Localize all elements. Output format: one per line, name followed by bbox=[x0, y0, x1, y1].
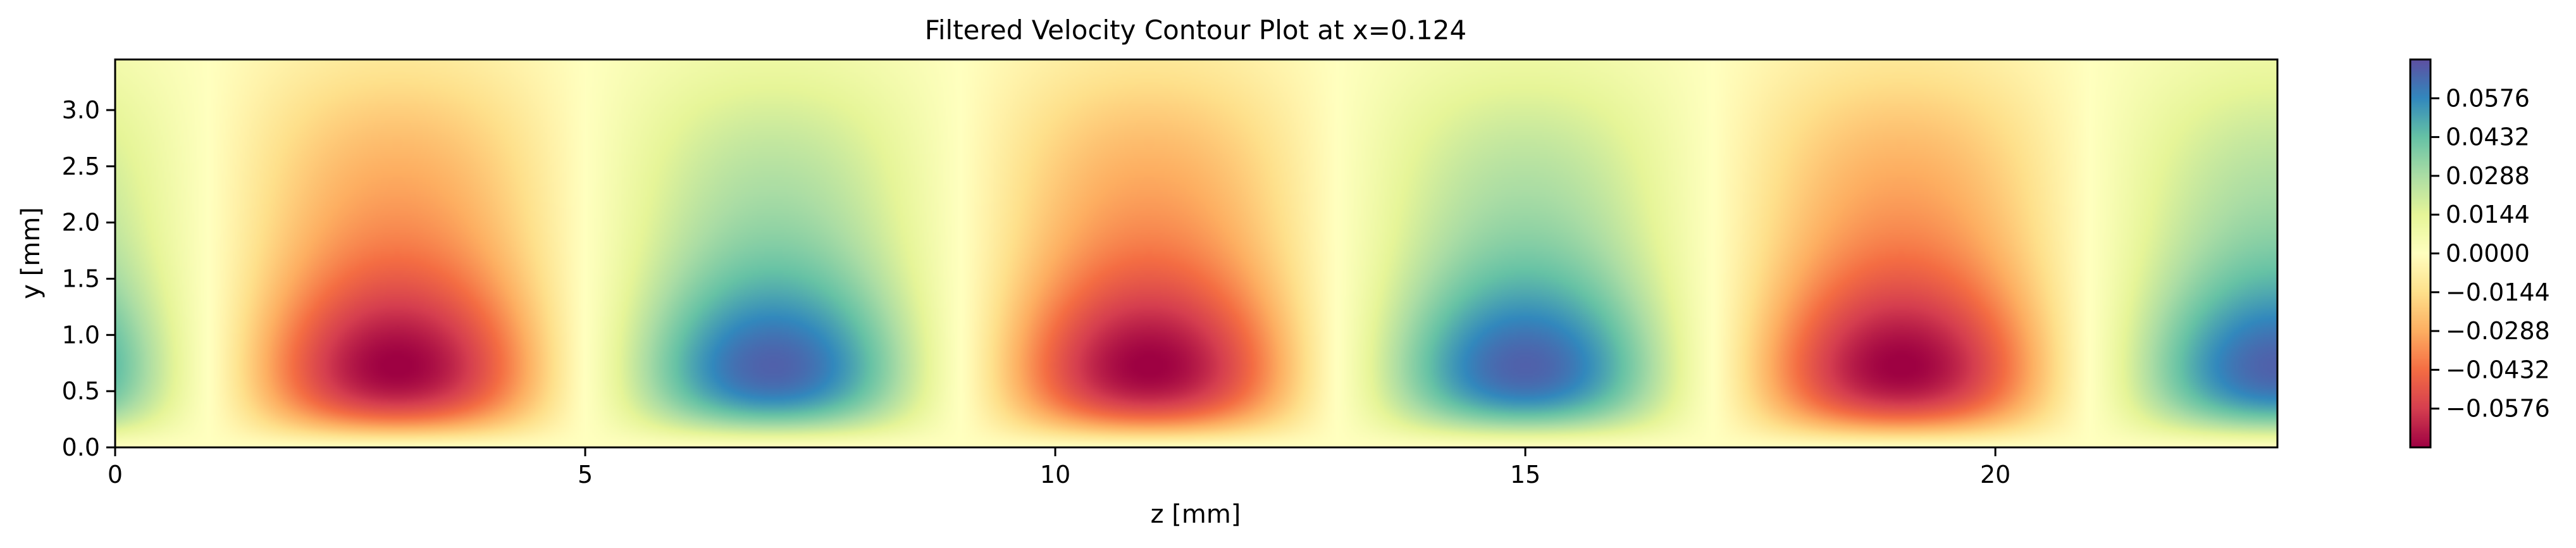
y-tick-label: 2.5 bbox=[62, 153, 100, 180]
plot-frame bbox=[114, 58, 2279, 449]
x-tick-label: 10 bbox=[1040, 461, 1070, 489]
colorbar-tick-label: 0.0144 bbox=[2446, 201, 2530, 228]
colorbar-tick-label: 0.0288 bbox=[2446, 162, 2530, 190]
x-tick-label: 5 bbox=[578, 461, 593, 489]
chart-title: Filtered Velocity Contour Plot at x=0.12… bbox=[925, 15, 1466, 46]
colorbar-tick-label: 0.0000 bbox=[2446, 240, 2530, 268]
y-axis-ticks: 0.0 0.5 1.0 1.5 2.0 2.5 3.0 bbox=[62, 96, 115, 461]
x-tick-label: 0 bbox=[108, 461, 123, 489]
y-tick-label: 1.0 bbox=[62, 321, 100, 349]
y-tick-label: 0.5 bbox=[62, 377, 100, 405]
y-axis-label: y [mm] bbox=[16, 207, 46, 299]
colorbar-tick-label: 0.0432 bbox=[2446, 123, 2530, 151]
colorbar-ticks: 0.0576 0.0432 0.0288 0.0144 0.0000 −0.0144 −0.… bbox=[2430, 84, 2550, 423]
y-tick-label: 3.0 bbox=[62, 96, 100, 124]
y-tick-label: 2.0 bbox=[62, 209, 100, 237]
y-tick-label: 0.0 bbox=[62, 433, 100, 461]
colorbar-tick-label: −0.0576 bbox=[2446, 395, 2550, 423]
x-tick-label: 15 bbox=[1510, 461, 1540, 489]
y-tick-label: 1.5 bbox=[62, 265, 100, 292]
x-axis-label: z [mm] bbox=[1151, 500, 1241, 529]
colorbar-tick-label: −0.0144 bbox=[2446, 278, 2550, 306]
colorbar-tick-label: −0.0288 bbox=[2446, 317, 2550, 345]
colorbar-gradient bbox=[2410, 59, 2430, 447]
x-tick-label: 20 bbox=[1980, 461, 2010, 489]
colorbar-tick-label: 0.0576 bbox=[2446, 84, 2530, 112]
contour-image bbox=[115, 59, 2277, 447]
x-axis-ticks: 0 5 10 15 20 bbox=[108, 447, 2010, 489]
colorbar-tick-label: −0.0432 bbox=[2446, 356, 2550, 383]
colorbar-frame bbox=[2409, 58, 2432, 449]
